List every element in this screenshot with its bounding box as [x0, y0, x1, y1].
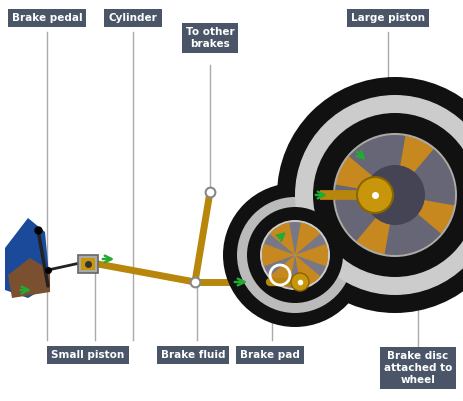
- Wedge shape: [269, 255, 294, 288]
- Text: Brake pedal: Brake pedal: [12, 13, 82, 23]
- Wedge shape: [294, 244, 327, 266]
- Circle shape: [223, 183, 366, 327]
- Polygon shape: [8, 258, 50, 298]
- Text: Large piston: Large piston: [350, 13, 424, 23]
- Text: Brake disc
attached to
wheel: Brake disc attached to wheel: [383, 351, 451, 385]
- Wedge shape: [281, 222, 308, 255]
- Wedge shape: [262, 244, 294, 266]
- Text: Brake pad: Brake pad: [239, 350, 299, 360]
- Wedge shape: [379, 135, 448, 195]
- Circle shape: [332, 133, 456, 257]
- Circle shape: [259, 220, 329, 290]
- Text: Cylinder: Cylinder: [108, 13, 157, 23]
- Circle shape: [364, 165, 424, 225]
- Wedge shape: [269, 223, 294, 255]
- Wedge shape: [294, 223, 319, 255]
- Wedge shape: [294, 255, 319, 288]
- Wedge shape: [294, 255, 327, 282]
- Circle shape: [356, 177, 392, 213]
- Wedge shape: [334, 184, 394, 241]
- Wedge shape: [384, 195, 440, 255]
- Text: To other
brakes: To other brakes: [185, 27, 234, 49]
- Polygon shape: [5, 218, 50, 298]
- Wedge shape: [334, 141, 394, 211]
- Bar: [81, 258, 95, 270]
- Circle shape: [237, 197, 352, 313]
- Wedge shape: [262, 228, 294, 255]
- Wedge shape: [348, 135, 405, 195]
- Wedge shape: [281, 255, 308, 288]
- Circle shape: [246, 207, 342, 303]
- Circle shape: [294, 95, 463, 295]
- Circle shape: [276, 77, 463, 313]
- Wedge shape: [294, 228, 327, 255]
- Wedge shape: [262, 255, 294, 282]
- Bar: [78, 255, 98, 273]
- Text: Brake fluid: Brake fluid: [160, 350, 225, 360]
- Wedge shape: [340, 195, 410, 255]
- Circle shape: [313, 113, 463, 277]
- Wedge shape: [394, 180, 454, 249]
- Text: Small piston: Small piston: [51, 350, 125, 360]
- Circle shape: [290, 273, 308, 291]
- Wedge shape: [394, 149, 454, 205]
